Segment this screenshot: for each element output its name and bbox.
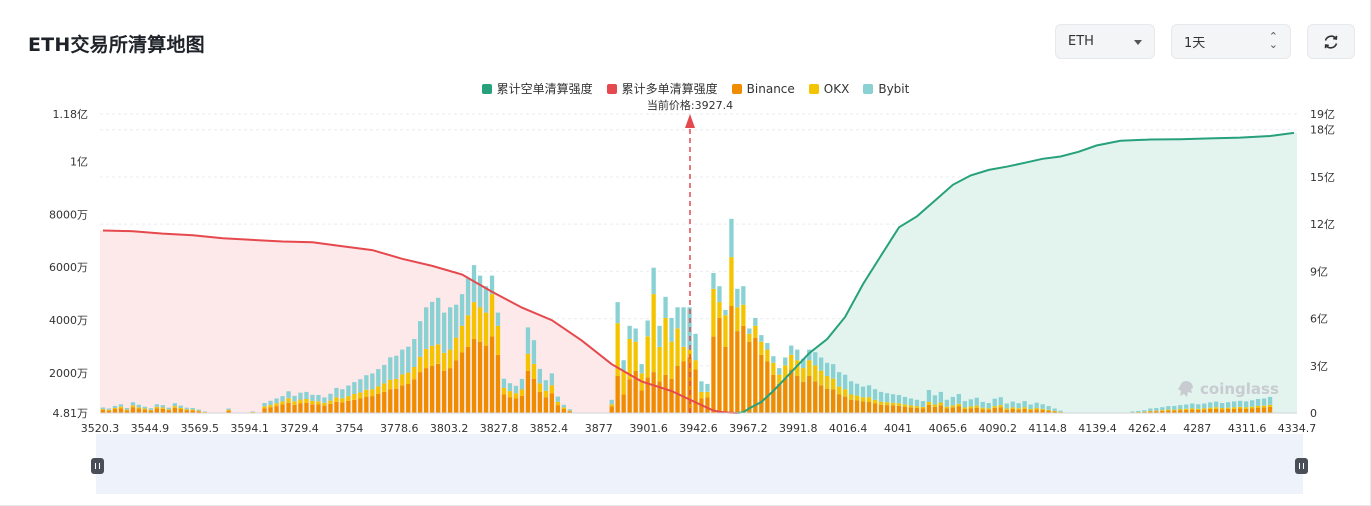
- page-title: ETH交易所清算地图: [28, 34, 205, 56]
- chevron-down-icon: [1134, 40, 1142, 45]
- interval-select[interactable]: 1天 ⌃ ⌄: [1171, 24, 1291, 59]
- legend-label: OKX: [823, 81, 850, 96]
- current-price-label: 当前价格:3927.4: [646, 99, 734, 112]
- coinglass-logo-icon: [1178, 381, 1193, 397]
- coin-select-value: ETH: [1068, 34, 1094, 49]
- legend-label: 累计空单清算强度: [496, 82, 593, 96]
- legend-label: Bybit: [878, 81, 910, 96]
- legend-item-binance[interactable]: Binance: [731, 80, 795, 97]
- watermark-text: coinglass: [1200, 380, 1279, 398]
- watermark: coinglass: [1176, 379, 1279, 399]
- refresh-button[interactable]: [1307, 24, 1355, 59]
- legend-item-bybit[interactable]: Bybit: [863, 80, 909, 97]
- legend-swatch: [731, 83, 742, 94]
- legend-label: Binance: [746, 81, 795, 96]
- legend-swatch: [863, 83, 874, 94]
- zoom-handle-right[interactable]: [1295, 458, 1308, 474]
- refresh-icon: [1324, 34, 1338, 49]
- legend-item-okx[interactable]: OKX: [808, 80, 850, 97]
- legend-item-short[interactable]: 累计空单清算强度: [481, 80, 593, 97]
- zoom-handle-left[interactable]: [91, 458, 104, 474]
- zoom-slider[interactable]: [96, 434, 1303, 494]
- legend-swatch: [808, 83, 819, 94]
- legend-swatch: [606, 83, 617, 94]
- legend-label: 累计多单清算强度: [621, 82, 718, 96]
- updown-icon: ⌃ ⌄: [1268, 30, 1278, 51]
- chart-legend: 累计空单清算强度 累计多单清算强度 Binance OKX Bybit: [0, 80, 1371, 97]
- legend-swatch: [481, 83, 492, 94]
- legend-item-long[interactable]: 累计多单清算强度: [606, 80, 718, 97]
- interval-select-value: 1天: [1184, 36, 1206, 51]
- coin-select[interactable]: ETH: [1055, 24, 1155, 59]
